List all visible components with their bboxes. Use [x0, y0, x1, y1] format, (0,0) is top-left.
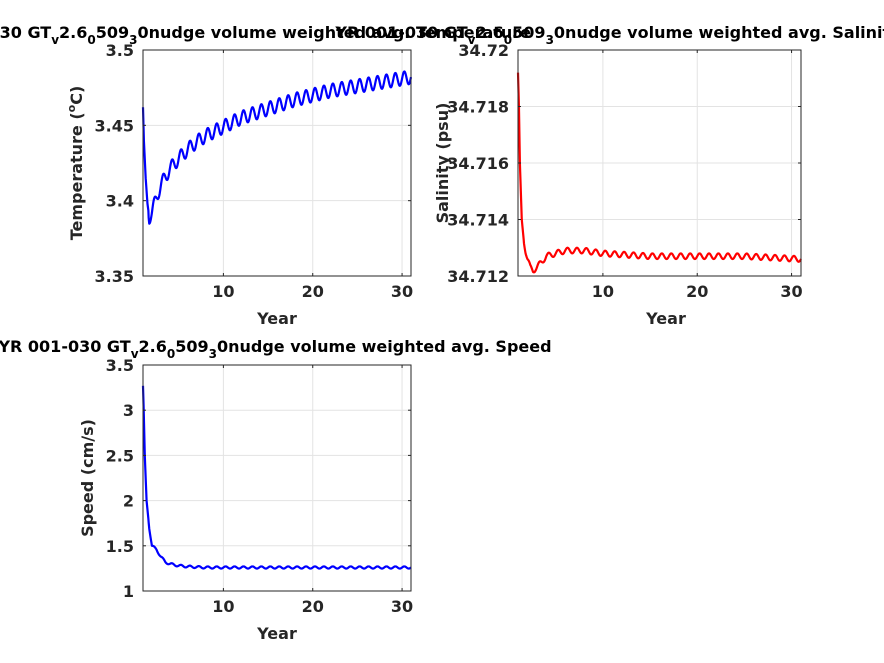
- salinity-x-tick-label: 30: [780, 282, 802, 301]
- salinity-y-tick-label: 34.714: [447, 211, 509, 230]
- temperature-panel: Year Temperature (oC) 10 20 30 3.35 3.4 3.45 3…: [0, 23, 531, 328]
- salinity-panel-title: YR 001-030 GTv2.6050930nudge volume weig…: [334, 23, 884, 47]
- temperature-x-tick-label: 10: [212, 282, 234, 301]
- temperature-panel-title: YR 001-030 GTv2.6050930nudge volume weig…: [0, 23, 531, 47]
- speed-y-axis-label: Speed (cm/s): [78, 419, 97, 537]
- salinity-x-axis-label: Year: [645, 309, 686, 328]
- speed-y-tick-label: 3.5: [106, 356, 134, 375]
- salinity-x-tick-label: 10: [592, 282, 614, 301]
- temperature-x-tick-label: 20: [302, 282, 324, 301]
- temperature-y-tick-label: 3.45: [95, 116, 134, 135]
- speed-y-tick-label: 2: [123, 492, 134, 511]
- speed-panel-title: YR 001-030 GTv2.6050930nudge volume weig…: [0, 337, 552, 361]
- temperature-y-tick-label: 3.35: [95, 267, 134, 286]
- speed-y-tick-label: 1: [123, 582, 134, 601]
- salinity-y-tick-label: 34.712: [447, 267, 509, 286]
- temperature-x-axis-label: Year: [256, 309, 297, 328]
- speed-x-axis-label: Year: [256, 624, 297, 643]
- speed-axes-box: [142, 364, 412, 592]
- temperature-y-tick-label: 3.5: [106, 41, 134, 60]
- speed-x-tick-label: 20: [302, 597, 324, 616]
- salinity-x-tick-label: 20: [686, 282, 708, 301]
- temperature-y-axis-label: Temperature (oC): [65, 86, 86, 241]
- salinity-y-tick-label: 34.718: [447, 98, 509, 117]
- salinity-panel: Year Salinity (psu) 10 20 30 34.712 34.714 34…: [334, 23, 884, 328]
- speed-y-tick-label: 2.5: [106, 446, 134, 465]
- temperature-y-tick-label: 3.4: [106, 192, 134, 211]
- speed-plot-area: [143, 365, 411, 591]
- speed-series-line: [141, 385, 412, 570]
- speed-y-tick-label: 3: [123, 401, 134, 420]
- temperature-series-line: [141, 70, 413, 225]
- speed-y-tick-label: 1.5: [106, 537, 134, 556]
- speed-x-tick-label: 30: [391, 597, 413, 616]
- salinity-y-axis-label: Salinity (psu): [433, 103, 452, 224]
- salinity-y-tick-label: 34.72: [458, 41, 509, 60]
- salinity-series-line: [516, 72, 802, 274]
- speed-panel: Year Speed (cm/s) 10 20 30 1 1.5 2 2.5 3 3.5YR 0…: [0, 337, 552, 643]
- speed-x-tick-label: 10: [212, 597, 234, 616]
- temperature-x-tick-label: 30: [391, 282, 413, 301]
- temperature-axes-box: [142, 49, 412, 277]
- salinity-y-tick-label: 34.716: [447, 154, 509, 173]
